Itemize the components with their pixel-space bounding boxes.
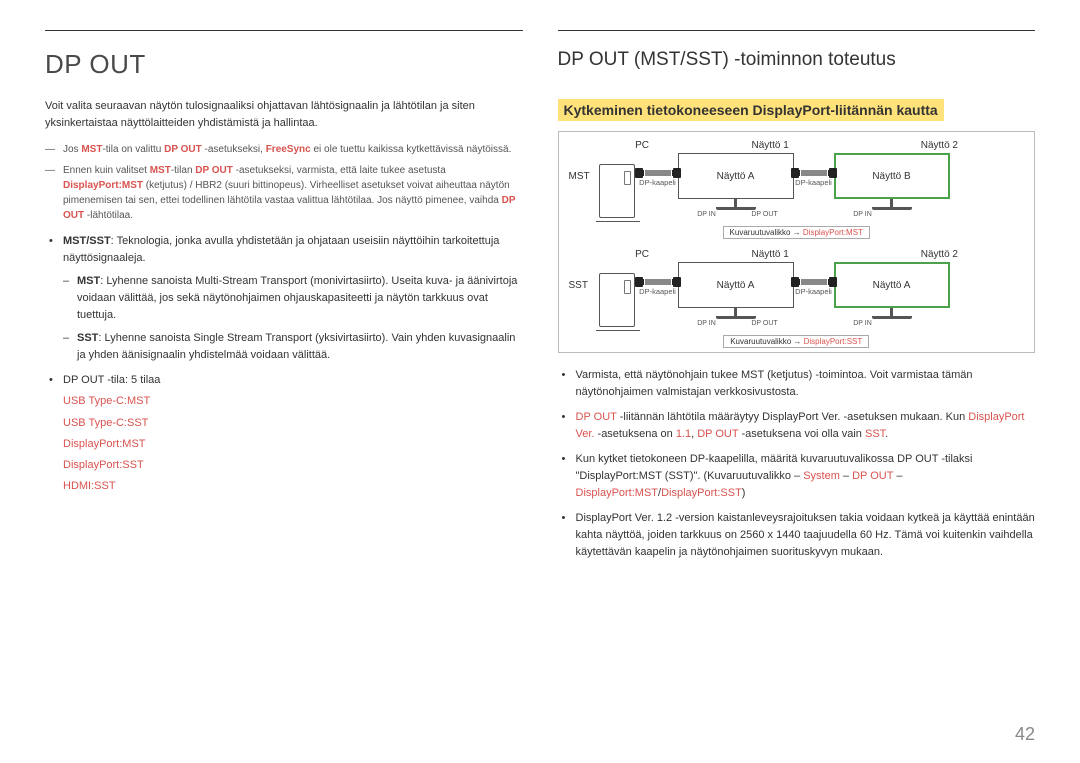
bullet-r3: Kun kytket tietokoneen DP-kaapelilla, mä… [558, 451, 1036, 502]
bullet-list-right: Varmista, että näytönohjain tukee MST (k… [558, 367, 1036, 561]
connection-diagram: PC Näyttö 1 Näyttö 2 MST DP-kaapeli Näyt… [558, 131, 1036, 353]
mode-item: USB Type-C:SST [63, 415, 523, 432]
intro-text: Voit valita seuraavan näytön tulosignaal… [45, 98, 523, 132]
dash-mst: MST: Lyhenne sanoista Multi-Stream Trans… [63, 273, 523, 324]
osd-hint-sst: Kuvaruutuvalikko → DisplayPort:SST [723, 335, 869, 348]
monitor-1-sst: Näyttö A DP INDP OUT [677, 262, 795, 327]
heading-right: DP OUT (MST/SST) -toiminnon toteutus [558, 49, 1036, 71]
diagram-row-sst: SST DP-kaapeli Näyttö A DP INDP OUT DP-k… [569, 262, 1025, 327]
monitor-1-mst: Näyttö A DP INDP OUT [677, 153, 795, 218]
mode-item: USB Type-C:MST [63, 393, 523, 410]
rule-top-right [558, 30, 1036, 31]
bullet-r2: DP OUT -liitännän lähtötila määräytyy Di… [558, 409, 1036, 443]
cable-icon: DP-kaapeli [795, 170, 833, 201]
heading-dp-out: DP OUT [45, 49, 523, 80]
monitor-2-sst: Näyttö A DP IN [833, 262, 951, 327]
dash-sst: SST: Lyhenne sanoista Single Stream Tran… [63, 330, 523, 364]
note-2: Ennen kuin valitset MST-tilan DP OUT -as… [45, 163, 523, 223]
cable-icon: DP-kaapeli [639, 279, 677, 310]
cable-icon: DP-kaapeli [795, 279, 833, 310]
bullet-modes: DP OUT -tila: 5 tilaa USB Type-C:MST USB… [45, 372, 523, 494]
note-1: Jos MST-tila on valittu DP OUT -asetukse… [45, 142, 523, 157]
left-column: DP OUT Voit valita seuraavan näytön tulo… [45, 30, 523, 569]
bullet-r4: DisplayPort Ver. 1.2 -version kaistanlev… [558, 510, 1036, 561]
diagram-label-pc: PC [599, 140, 686, 151]
page-number: 42 [1015, 724, 1035, 745]
highlight-subtitle: Kytkeminen tietokoneeseen DisplayPort-li… [558, 99, 944, 121]
pc-icon [599, 273, 635, 327]
mode-item: DisplayPort:MST [63, 436, 523, 453]
diagram-row-mst: MST DP-kaapeli Näyttö A DP INDP OUT DP-k… [569, 153, 1025, 218]
diagram-label-mon1: Näyttö 1 [686, 140, 855, 151]
pc-icon [599, 164, 635, 218]
right-column: DP OUT (MST/SST) -toiminnon toteutus Kyt… [558, 30, 1036, 569]
cable-icon: DP-kaapeli [639, 170, 677, 201]
mode-item: DisplayPort:SST [63, 457, 523, 474]
monitor-2-mst: Näyttö B DP IN [833, 153, 951, 218]
bullet-list-left: MST/SST: Teknologia, jonka avulla yhdist… [45, 233, 523, 495]
diagram-label-mon2: Näyttö 2 [855, 140, 1024, 151]
mode-item: HDMI:SST [63, 478, 523, 495]
osd-hint-mst: Kuvaruutuvalikko → DisplayPort:MST [723, 226, 870, 239]
bullet-mst-sst: MST/SST: Teknologia, jonka avulla yhdist… [45, 233, 523, 364]
bullet-r1: Varmista, että näytönohjain tukee MST (k… [558, 367, 1036, 401]
rule-top-left [45, 30, 523, 31]
